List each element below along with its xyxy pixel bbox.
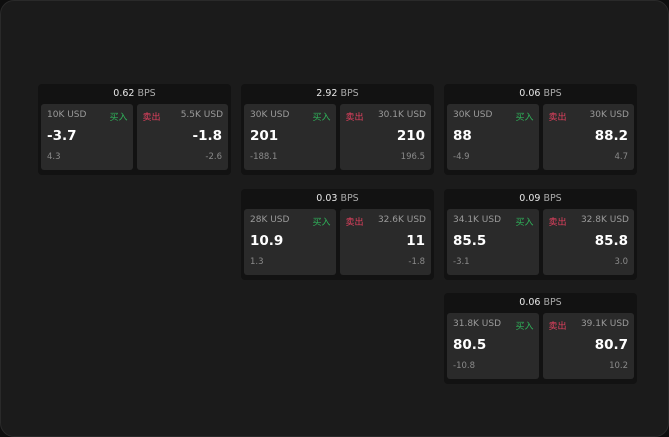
bid-change: -3.1 (453, 257, 470, 267)
spread-header: 0.06 BPS (444, 293, 637, 313)
spread-value: 0.62 (113, 88, 135, 99)
ask-change: -1.8 (408, 257, 425, 267)
quote-card: 0.06 BPS 30K USD 买入 88 -4.9 卖出 30K USD 88.2… (444, 84, 637, 175)
buy-label: 买入 (515, 113, 534, 123)
bid-size: 28K USD (250, 215, 290, 225)
spread-unit: BPS (543, 297, 562, 308)
bid-size: 31.8K USD (453, 319, 502, 329)
bid-change: -10.8 (453, 361, 475, 371)
spread-header: 0.62 BPS (38, 84, 231, 104)
buy-panel[interactable]: 28K USD 买入 10.9 1.3 (244, 209, 336, 275)
buy-panel[interactable]: 10K USD 买入 -3.7 4.3 (41, 104, 133, 170)
bid-price: 10.9 (250, 233, 284, 249)
buy-panel[interactable]: 34.1K USD 买入 85.5 -3.1 (447, 209, 539, 275)
quote-card: 0.03 BPS 28K USD 买入 10.9 1.3 卖出 32.6K USD 1… (241, 189, 434, 280)
bid-price: -3.7 (47, 128, 77, 144)
spread-value: 0.03 (316, 193, 338, 204)
bid-size: 34.1K USD (453, 215, 502, 225)
spread-unit: BPS (340, 193, 359, 204)
sell-label: 卖出 (345, 113, 364, 123)
buy-label: 买入 (312, 218, 331, 228)
sell-label: 卖出 (548, 322, 567, 332)
bid-change: -188.1 (250, 152, 278, 162)
bid-price: 85.5 (453, 233, 487, 249)
spread-value: 0.06 (519, 297, 541, 308)
bid-price: 80.5 (453, 337, 487, 353)
sell-label: 卖出 (345, 218, 364, 228)
spread-value: 0.09 (519, 193, 541, 204)
spread-value: 2.92 (316, 88, 338, 99)
ask-change: 10.2 (609, 361, 628, 371)
spread-unit: BPS (137, 88, 156, 99)
ask-size: 30K USD (589, 110, 629, 120)
ask-size: 39.1K USD (580, 319, 629, 329)
ask-price: 80.7 (594, 337, 628, 353)
bid-price: 201 (250, 128, 279, 144)
sell-panel[interactable]: 卖出 30.1K USD 210 196.5 (339, 104, 431, 170)
sell-panel[interactable]: 卖出 32.6K USD 11 -1.8 (339, 209, 431, 275)
bid-size: 10K USD (47, 110, 87, 120)
buy-panel[interactable]: 30K USD 买入 201 -188.1 (244, 104, 336, 170)
spread-header: 0.06 BPS (444, 84, 637, 104)
buy-label: 买入 (109, 113, 128, 123)
ask-change: 3.0 (614, 257, 628, 267)
bid-change: 4.3 (47, 152, 61, 162)
buy-panel[interactable]: 30K USD 买入 88 -4.9 (447, 104, 539, 170)
spread-value: 0.06 (519, 88, 541, 99)
quote-card: 0.62 BPS 10K USD 买入 -3.7 4.3 卖出 5.5K USD -1… (38, 84, 231, 175)
ask-change: 196.5 (400, 152, 425, 162)
ask-size: 5.5K USD (180, 110, 223, 120)
spread-header: 0.09 BPS (444, 189, 637, 209)
spread-header: 0.03 BPS (241, 189, 434, 209)
ask-price: 88.2 (594, 128, 628, 144)
sell-label: 卖出 (548, 113, 567, 123)
spread-unit: BPS (543, 88, 562, 99)
quote-card: 2.92 BPS 30K USD 买入 201 -188.1 卖出 30.1K USD… (241, 84, 434, 175)
bid-change: 1.3 (250, 257, 264, 267)
ask-size: 32.8K USD (580, 215, 629, 225)
buy-label: 买入 (515, 322, 534, 332)
sell-panel[interactable]: 卖出 5.5K USD -1.8 -2.6 (136, 104, 228, 170)
sell-panel[interactable]: 卖出 39.1K USD 80.7 10.2 (542, 313, 634, 379)
ask-size: 32.6K USD (377, 215, 426, 225)
spread-unit: BPS (340, 88, 359, 99)
bid-size: 30K USD (453, 110, 493, 120)
buy-panel[interactable]: 31.8K USD 买入 80.5 -10.8 (447, 313, 539, 379)
bid-change: -4.9 (453, 152, 470, 162)
quote-card: 0.09 BPS 34.1K USD 买入 85.5 -3.1 卖出 32.8K US… (444, 189, 637, 280)
ask-price: 85.8 (594, 233, 628, 249)
spread-header: 2.92 BPS (241, 84, 434, 104)
quote-card: 0.06 BPS 31.8K USD 买入 80.5 -10.8 卖出 39.1K U… (444, 293, 637, 384)
sell-panel[interactable]: 卖出 30K USD 88.2 4.7 (542, 104, 634, 170)
buy-label: 买入 (312, 113, 331, 123)
ask-change: -2.6 (205, 152, 222, 162)
ask-price: 210 (396, 128, 425, 144)
sell-panel[interactable]: 卖出 32.8K USD 85.8 3.0 (542, 209, 634, 275)
ask-price: -1.8 (192, 128, 222, 144)
spread-unit: BPS (543, 193, 562, 204)
bid-size: 30K USD (250, 110, 290, 120)
bid-price: 88 (453, 128, 472, 144)
sell-label: 卖出 (548, 218, 567, 228)
ask-change: 4.7 (614, 152, 628, 162)
ask-price: 11 (406, 233, 425, 249)
sell-label: 卖出 (142, 113, 161, 123)
ask-size: 30.1K USD (377, 110, 426, 120)
buy-label: 买入 (515, 218, 534, 228)
